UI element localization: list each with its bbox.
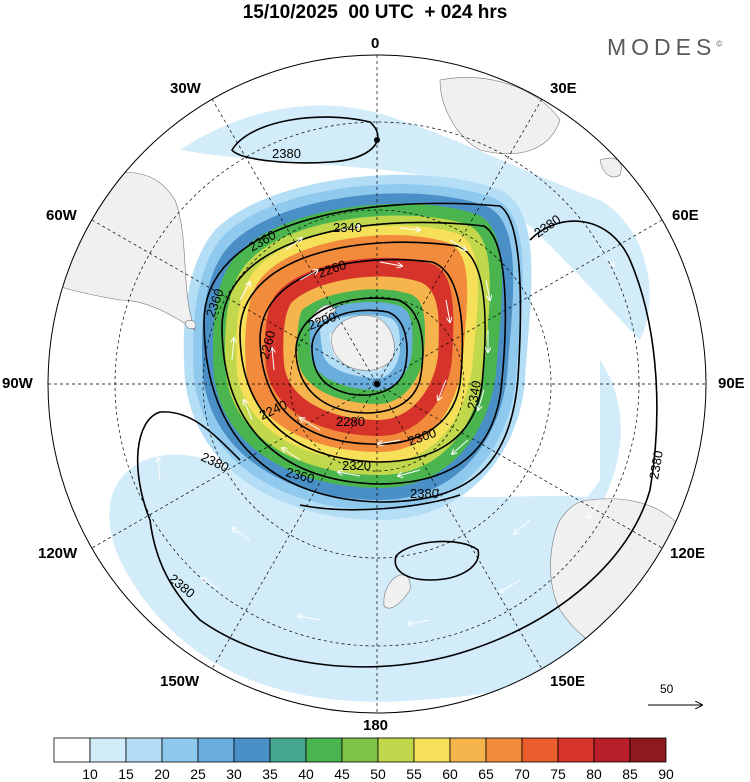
contour-2240-line [295, 297, 424, 414]
colorbar-swatch [593, 737, 631, 763]
label-2380-north: 2380 [272, 146, 301, 161]
land-madagascar [599, 157, 622, 178]
contour-2340-line [221, 221, 507, 485]
wind-shade-outer-east [400, 360, 621, 626]
colorbar-tick-label: 35 [262, 766, 278, 782]
colorbar-swatch [233, 737, 271, 763]
land-africa [439, 77, 561, 155]
contour-2300-line [239, 241, 486, 463]
colorbar-tick-label: 60 [442, 766, 458, 782]
lon-label-0: 0 [371, 35, 380, 52]
colorbar-swatch [377, 737, 415, 763]
lon-label-120e: 120E [670, 545, 706, 562]
label-2320: 2320 [342, 458, 371, 473]
colorbar-swatch [197, 737, 235, 763]
height-contours [136, 116, 658, 668]
colorbar-tick-label: 85 [622, 766, 638, 782]
contour-2380-west [136, 411, 241, 521]
colorbar-tick-label: 75 [550, 766, 566, 782]
colorbar-tick-label: 65 [478, 766, 494, 782]
lon-label-30e: 30E [550, 80, 577, 97]
lon-label-150w: 150W [160, 673, 200, 690]
map-field [48, 55, 706, 713]
colorbar-tick-label: 25 [190, 766, 206, 782]
lon-label-90w: 90W [2, 375, 33, 392]
label-2340-north: 2340 [333, 220, 362, 235]
colorbar-swatch [53, 737, 91, 763]
graticule [48, 55, 706, 713]
brand-name: MODES [607, 34, 717, 60]
reference-vector-label: 50 [660, 682, 674, 696]
colorbar-swatch [341, 737, 379, 763]
land-falklands [184, 320, 197, 330]
label-2380-south: 2380 [410, 486, 439, 501]
contour-2260-line [259, 258, 464, 445]
colorbar-swatch [413, 737, 451, 763]
colorbar-swatch [161, 737, 199, 763]
brand-logo: MODES© [607, 34, 722, 61]
colorbar-tick-label: 45 [334, 766, 350, 782]
colorbar-swatch [629, 737, 667, 763]
label-2260-west: 2260 [256, 329, 278, 361]
contour-2380-jet-edge [299, 494, 461, 511]
map-boundary [47, 54, 707, 714]
colorbar-tick-label: 10 [82, 766, 98, 782]
contour-2360-line [203, 202, 522, 503]
colorbar-tick-label: 80 [586, 766, 602, 782]
wind-shade-outer [109, 454, 656, 702]
label-2280: 2280 [336, 414, 365, 429]
lon-label-120w: 120W [38, 545, 78, 562]
label-2340-east: 2340 [464, 379, 484, 410]
colorbar-tick-label: 15 [118, 766, 134, 782]
contour-2380-pacific [394, 540, 480, 581]
lon-label-180: 180 [363, 717, 389, 734]
colorbar-tick-label: 30 [226, 766, 242, 782]
colorbar-swatch [449, 737, 487, 763]
colorbar-tick-label: 40 [298, 766, 314, 782]
colorbar-tick-label: 70 [514, 766, 530, 782]
contour-2380-atlantic [231, 116, 379, 164]
colorbar-tick-label: 50 [370, 766, 386, 782]
colorbar-swatch [305, 737, 343, 763]
lon-label-60w: 60W [46, 207, 77, 224]
label-2360-south: 2360 [284, 464, 316, 486]
colorbar-swatch [521, 737, 559, 763]
colorbar-swatch [557, 737, 595, 763]
colorbar-swatch [269, 737, 307, 763]
label-2380-east: 2380 [646, 449, 666, 480]
wind-vectors [158, 226, 614, 624]
colorbar-swatch [125, 737, 163, 763]
lon-label-90e: 90E [718, 375, 745, 392]
land-antarctic-peninsula [309, 304, 337, 323]
copyright-mark: © [716, 39, 723, 49]
lon-label-30w: 30W [170, 80, 201, 97]
colorbar-tick-label: 90 [658, 766, 674, 782]
colorbar-tick-label: 20 [154, 766, 170, 782]
colorbar-swatch [89, 737, 127, 763]
north-dot [374, 137, 380, 143]
contour-2380-east [149, 220, 658, 668]
pole-dot [374, 381, 380, 387]
colorbar-tick-label: 55 [406, 766, 422, 782]
lon-label-150e: 150E [550, 673, 586, 690]
map-title: 15/10/2025 00 UTC + 024 hrs [242, 2, 508, 23]
land-antarctica [331, 315, 395, 371]
colorbar [53, 737, 667, 763]
lon-label-60e: 60E [672, 207, 699, 224]
wind-shade-outer-north [180, 105, 650, 340]
contour-2200-line [311, 309, 408, 396]
colorbar-swatch [485, 737, 523, 763]
